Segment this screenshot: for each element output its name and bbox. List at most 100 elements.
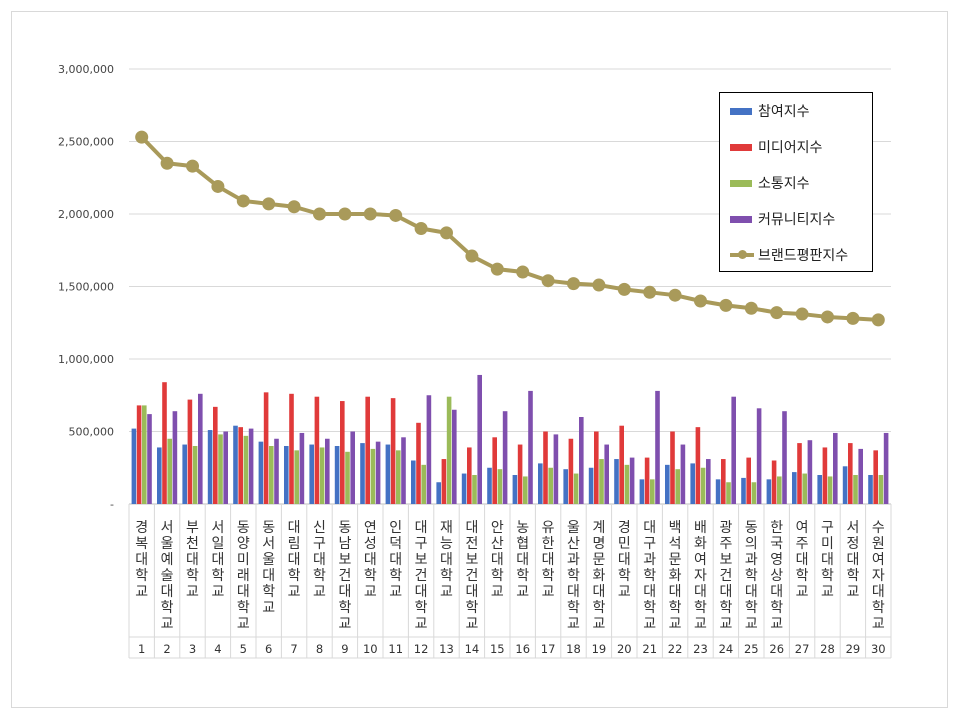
bar — [198, 393, 203, 504]
bar — [411, 460, 416, 504]
bar — [401, 437, 406, 504]
bar — [461, 473, 467, 504]
bar — [218, 434, 223, 504]
legend-swatch — [730, 179, 752, 187]
bar — [731, 396, 736, 504]
bar — [746, 457, 751, 504]
line-point — [313, 207, 326, 221]
line-point — [490, 262, 504, 276]
bar — [502, 411, 508, 504]
bar — [213, 406, 218, 504]
bar — [695, 427, 701, 504]
x-rank-label: 13 — [439, 642, 454, 656]
x-rank-label: 26 — [769, 642, 784, 656]
x-rank-label: 14 — [465, 642, 480, 656]
line-point — [592, 278, 606, 292]
legend-item-community: 커뮤니티지수 — [730, 209, 835, 229]
line-point — [135, 130, 149, 144]
line-point — [211, 179, 225, 193]
bar — [263, 392, 269, 504]
bar — [873, 450, 878, 504]
bar — [167, 438, 172, 504]
line-point — [744, 301, 758, 315]
bar — [528, 390, 533, 504]
bar — [517, 444, 523, 504]
x-rank-label: 12 — [414, 642, 429, 656]
bar — [142, 405, 147, 504]
legend-item-communication: 소통지수 — [730, 173, 810, 193]
line-point — [465, 249, 479, 263]
y-tick-label: 3,000,000 — [58, 63, 114, 76]
legend-item-media: 미디어지수 — [730, 137, 822, 157]
y-tick-label: 500,000 — [69, 426, 115, 439]
bar — [629, 457, 635, 504]
line-point — [160, 156, 174, 170]
bar — [563, 469, 568, 504]
x-rank-label: 8 — [316, 642, 323, 656]
bar — [599, 459, 604, 504]
legend: 참여지수 미디어지수 소통지수 커뮤니티지수 브랜드평판지수 — [719, 92, 873, 272]
bar — [243, 435, 249, 504]
bar — [467, 447, 472, 504]
bar — [284, 446, 289, 504]
line-point — [541, 274, 555, 288]
bar — [477, 374, 482, 504]
bar — [325, 438, 330, 504]
bar — [360, 443, 365, 504]
bar — [700, 467, 706, 504]
bar — [655, 390, 660, 504]
bar — [604, 444, 609, 504]
bar — [334, 446, 340, 504]
bar — [797, 443, 802, 504]
line-point — [262, 197, 276, 211]
bar — [441, 459, 447, 504]
bar — [579, 417, 584, 504]
line-point — [186, 159, 199, 173]
bar — [807, 440, 813, 504]
x-rank-label: 11 — [388, 642, 403, 656]
x-rank-label: 29 — [846, 642, 861, 656]
bar — [294, 450, 299, 504]
bar — [131, 428, 137, 504]
bar — [162, 382, 167, 504]
line-point — [338, 207, 352, 221]
bar — [426, 395, 432, 504]
line-point — [516, 265, 530, 279]
x-rank-label: 24 — [719, 642, 734, 656]
bar — [614, 459, 619, 504]
bar — [573, 473, 579, 504]
x-rank-label: 10 — [363, 642, 378, 656]
bar — [690, 463, 695, 504]
bar — [157, 447, 162, 504]
bar — [147, 414, 152, 504]
legend-swatch — [730, 250, 754, 259]
bar — [675, 469, 680, 504]
legend-label: 소통지수 — [758, 176, 810, 192]
bar — [187, 399, 193, 504]
bar — [289, 393, 294, 504]
bar — [365, 396, 370, 504]
bar — [436, 482, 441, 504]
bar — [340, 401, 345, 504]
bar — [492, 437, 497, 504]
bar — [588, 467, 594, 504]
y-tick-label: - — [110, 498, 114, 511]
bar — [416, 422, 421, 504]
bar — [248, 428, 254, 504]
bar — [207, 430, 213, 504]
line-point — [694, 294, 707, 308]
bar — [670, 431, 675, 504]
bar — [777, 476, 782, 504]
x-rank-label: 20 — [617, 642, 632, 656]
bar — [172, 411, 178, 504]
bar — [233, 425, 238, 504]
